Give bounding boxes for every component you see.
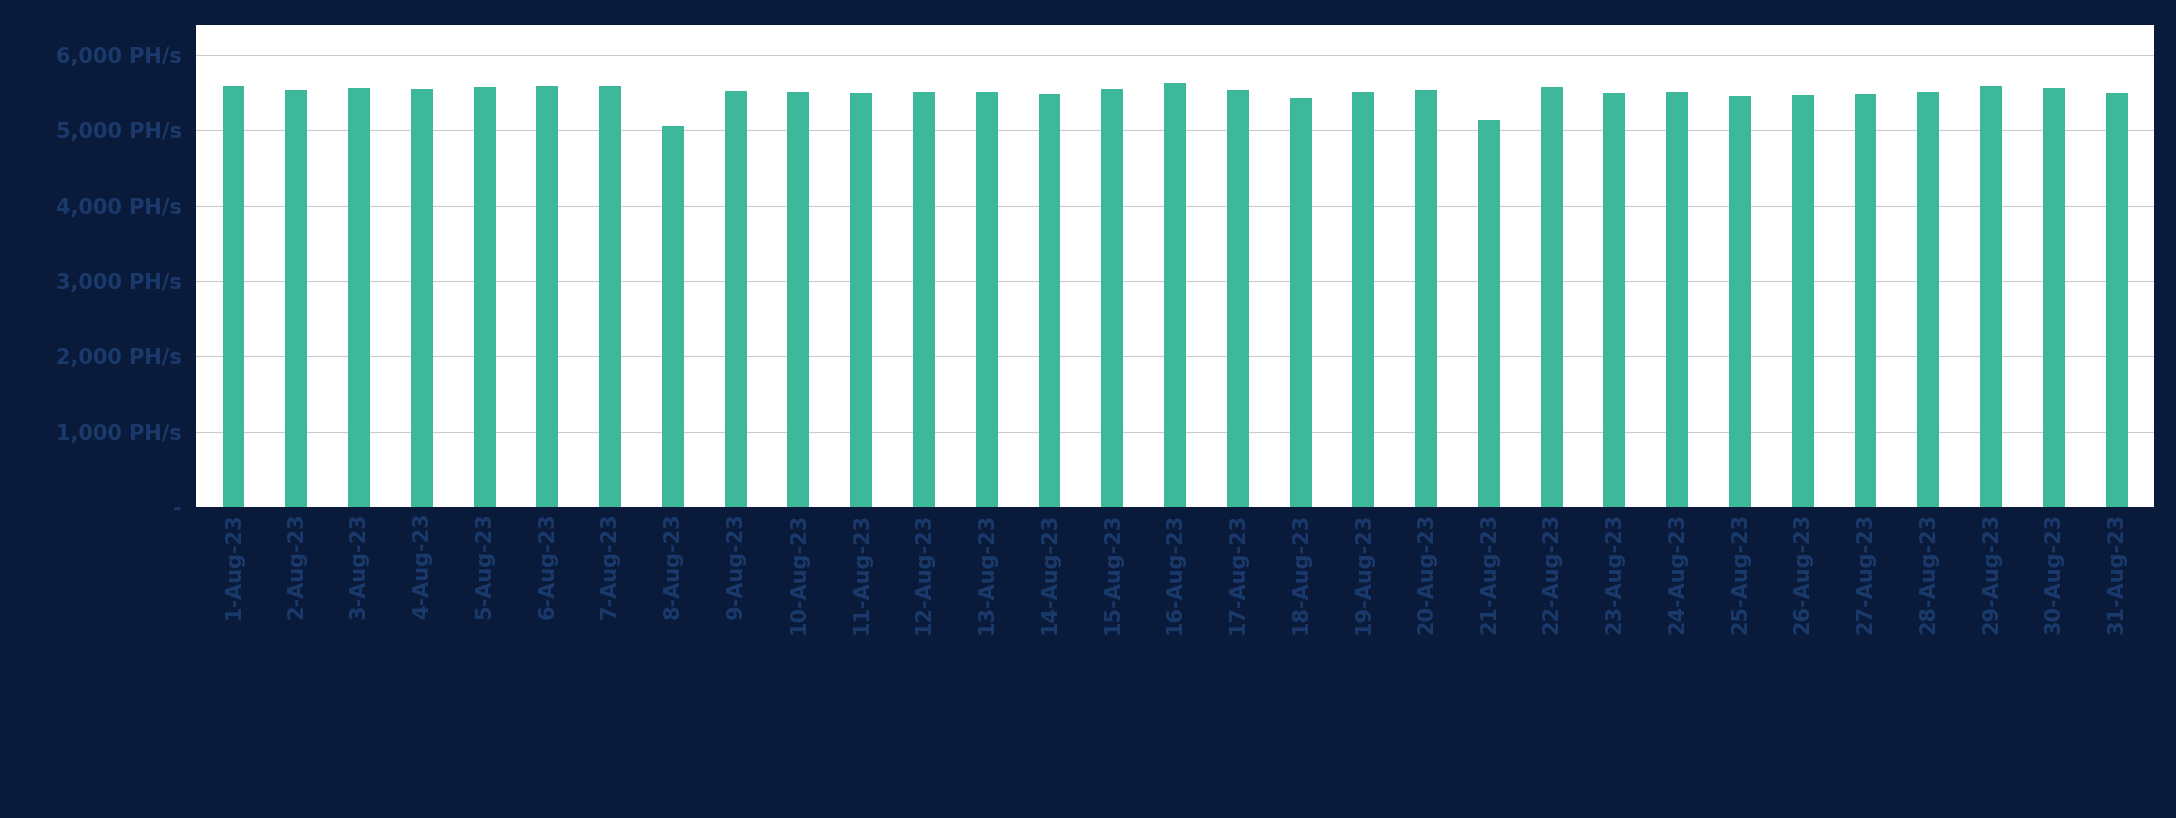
Bar [1164, 83, 1186, 507]
Bar [1667, 92, 1689, 507]
Bar [1478, 120, 1499, 507]
Bar [1541, 88, 1562, 507]
Bar [1038, 94, 1060, 507]
Bar [1917, 92, 1939, 507]
Bar [914, 92, 936, 507]
Bar [1730, 97, 1752, 507]
Bar [851, 93, 873, 507]
Bar [1290, 97, 1312, 507]
Bar [1351, 92, 1375, 507]
Bar [285, 90, 307, 507]
Bar [535, 87, 559, 507]
Bar [411, 88, 433, 507]
Bar [1101, 88, 1123, 507]
Bar [1227, 90, 1249, 507]
Bar [1791, 95, 1815, 507]
Bar [1414, 90, 1436, 507]
Bar [222, 87, 244, 507]
Bar [2043, 88, 2065, 507]
Bar [975, 92, 999, 507]
Bar [1854, 94, 1876, 507]
Bar [725, 91, 746, 507]
Bar [2106, 93, 2128, 507]
Bar [598, 86, 620, 507]
Bar [662, 126, 683, 507]
Bar [474, 88, 496, 507]
Bar [788, 92, 809, 507]
Bar [1604, 93, 1625, 507]
Bar [348, 88, 370, 507]
Bar [1980, 87, 2002, 507]
